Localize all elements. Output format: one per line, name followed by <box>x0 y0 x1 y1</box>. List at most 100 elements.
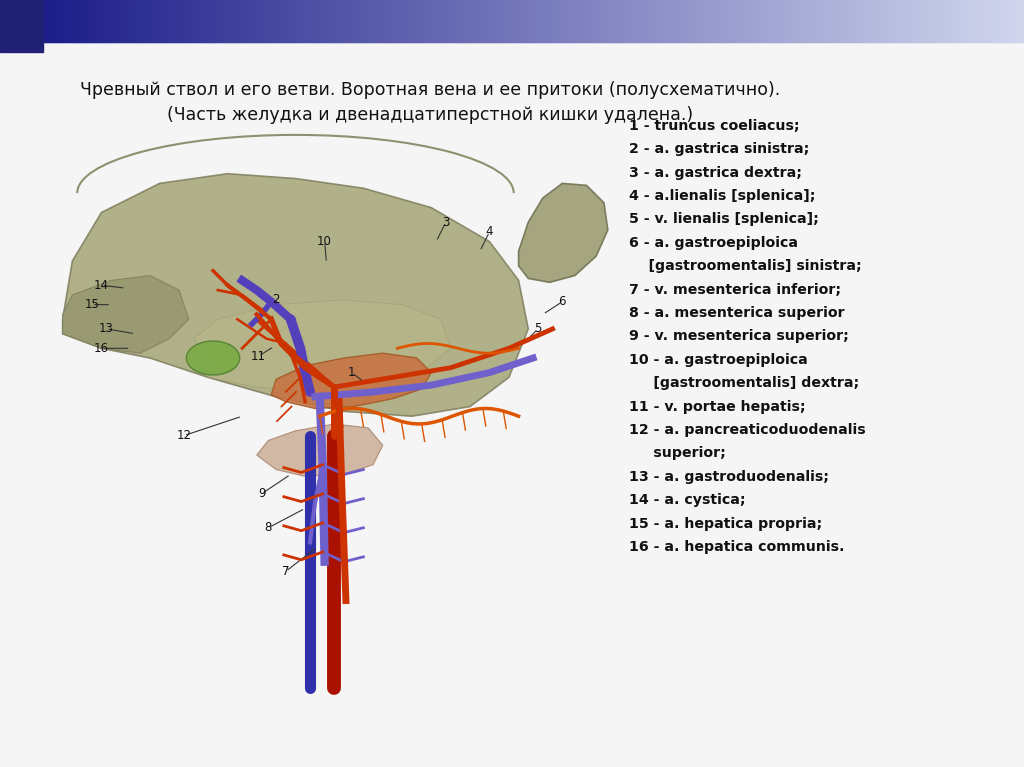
Bar <box>115 0 119 42</box>
Bar <box>705 0 708 42</box>
Bar <box>348 0 352 42</box>
Text: 14 - a. cystica;: 14 - a. cystica; <box>629 493 745 507</box>
Text: 3 - a. gastrica dextra;: 3 - a. gastrica dextra; <box>629 166 802 179</box>
Bar <box>238 0 242 42</box>
Bar <box>691 0 694 42</box>
Bar <box>338 0 342 42</box>
Text: 14: 14 <box>94 278 109 291</box>
Bar <box>203 0 206 42</box>
Bar <box>532 0 537 42</box>
Bar <box>92 0 96 42</box>
Bar <box>428 0 431 42</box>
Bar <box>742 0 745 42</box>
Bar <box>671 0 674 42</box>
Bar <box>1009 0 1012 42</box>
Bar <box>589 0 592 42</box>
Text: 9: 9 <box>258 487 265 500</box>
Bar <box>739 0 743 42</box>
Bar <box>906 0 909 42</box>
Bar <box>241 0 244 42</box>
Bar <box>575 0 580 42</box>
Bar <box>135 0 139 42</box>
Bar <box>507 0 510 42</box>
Bar <box>535 0 539 42</box>
Bar <box>279 0 283 42</box>
Bar <box>430 0 434 42</box>
Text: 11 - v. portae hepatis;: 11 - v. portae hepatis; <box>629 400 805 413</box>
Bar <box>968 0 971 42</box>
Bar <box>627 0 631 42</box>
Bar <box>195 0 199 42</box>
Bar <box>582 0 585 42</box>
Bar <box>346 0 349 42</box>
Bar <box>189 0 193 42</box>
Bar <box>975 0 979 42</box>
Bar <box>425 0 428 42</box>
Bar <box>599 0 602 42</box>
Bar <box>809 0 813 42</box>
Bar <box>548 0 551 42</box>
Bar <box>471 0 475 42</box>
Bar <box>251 0 254 42</box>
Bar <box>855 0 858 42</box>
Bar <box>647 0 651 42</box>
Bar <box>850 0 853 42</box>
Bar <box>633 0 636 42</box>
Text: superior;: superior; <box>629 446 726 460</box>
Bar <box>807 0 810 42</box>
Bar <box>715 0 718 42</box>
Bar <box>274 0 278 42</box>
Bar <box>916 0 920 42</box>
Bar <box>899 0 902 42</box>
Text: 8: 8 <box>264 522 272 535</box>
Bar <box>326 0 329 42</box>
Text: 6 - a. gastroepiploica: 6 - a. gastroepiploica <box>629 236 798 250</box>
Bar <box>886 0 889 42</box>
Bar <box>463 0 467 42</box>
Bar <box>159 0 162 42</box>
Bar <box>56 0 59 42</box>
Bar <box>517 0 520 42</box>
Bar <box>268 0 272 42</box>
Bar <box>903 0 907 42</box>
Bar <box>701 0 705 42</box>
Bar <box>927 0 930 42</box>
Bar <box>330 0 334 42</box>
Text: [gastroomentalis] dextra;: [gastroomentalis] dextra; <box>629 377 859 390</box>
Bar <box>174 0 178 42</box>
Bar <box>451 0 455 42</box>
Bar <box>896 0 899 42</box>
Bar <box>302 0 305 42</box>
Text: 4 - a.lienalis [splenica];: 4 - a.lienalis [splenica]; <box>629 189 815 203</box>
Bar <box>688 0 692 42</box>
Bar <box>94 0 98 42</box>
Bar <box>379 0 383 42</box>
Bar <box>113 0 117 42</box>
Bar <box>872 0 877 42</box>
Bar <box>842 0 846 42</box>
Bar <box>737 0 740 42</box>
Bar <box>727 0 730 42</box>
Bar <box>143 0 147 42</box>
Bar <box>860 0 863 42</box>
Bar <box>555 0 559 42</box>
Bar <box>473 0 477 42</box>
Bar <box>553 0 557 42</box>
Bar <box>258 0 262 42</box>
Bar <box>358 0 362 42</box>
Bar <box>524 0 528 42</box>
Bar <box>952 0 956 42</box>
Bar <box>399 0 403 42</box>
Bar <box>840 0 843 42</box>
Bar <box>707 0 710 42</box>
Bar <box>814 0 817 42</box>
Bar <box>299 0 303 42</box>
Bar <box>732 0 735 42</box>
Bar <box>596 0 600 42</box>
Bar <box>530 0 534 42</box>
Bar <box>620 0 623 42</box>
Bar <box>154 0 158 42</box>
Bar <box>31 0 35 42</box>
Bar <box>121 0 124 42</box>
Bar <box>489 0 493 42</box>
